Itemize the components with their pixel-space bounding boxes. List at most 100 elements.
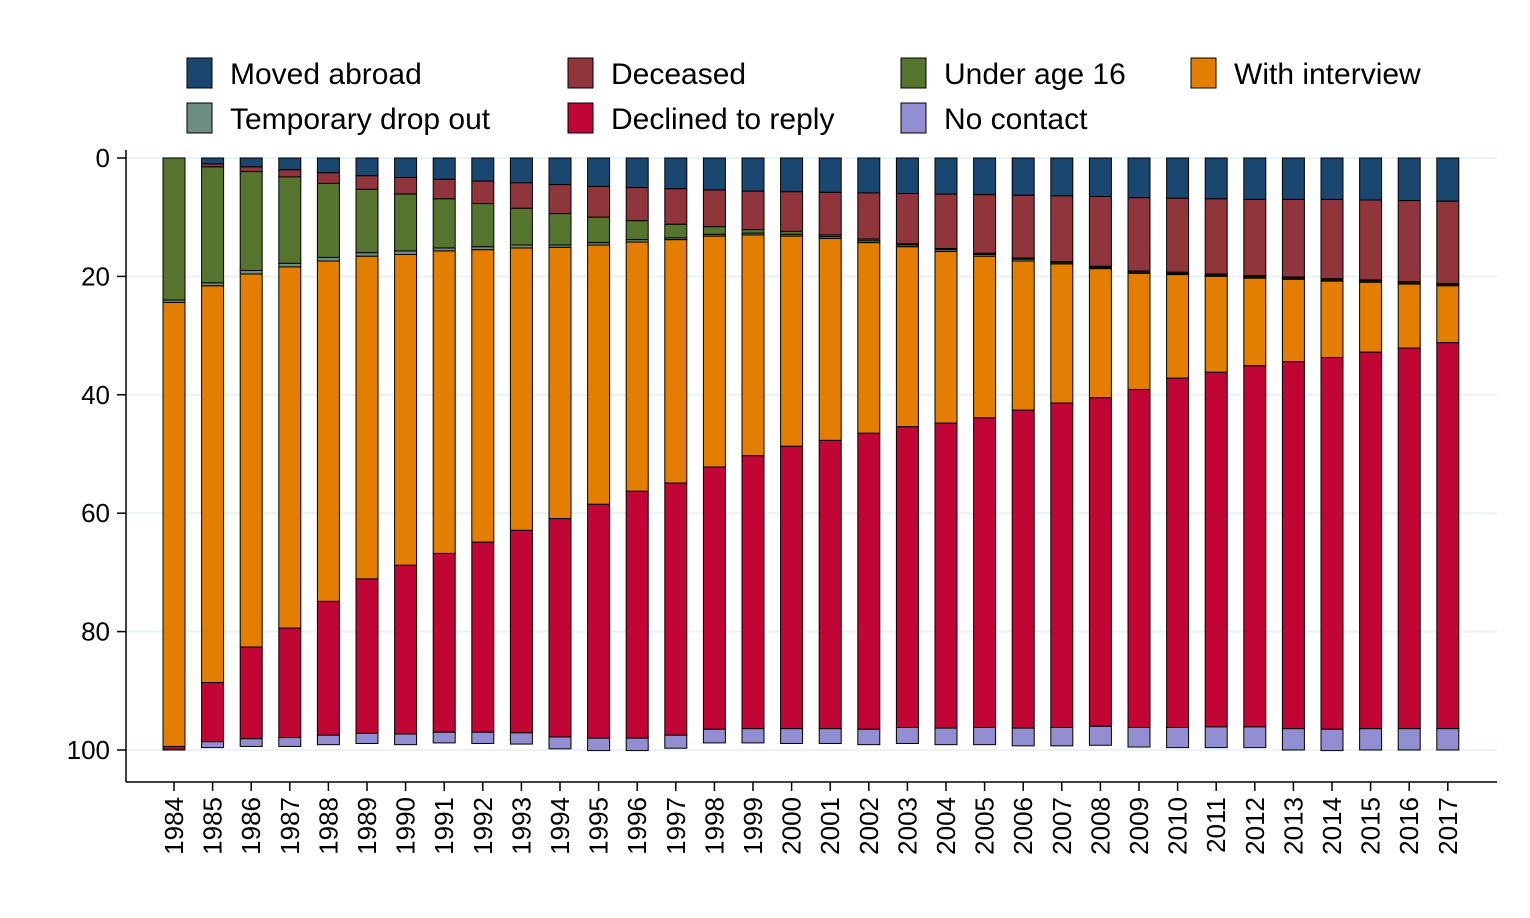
- bar-segment-2012-deceased: [1243, 198, 1267, 277]
- bar-segment-2015-moved-abroad: [1359, 157, 1383, 201]
- bar-segment-2003-with-interview: [895, 246, 919, 428]
- x-tick-label-2010: 2010: [1163, 797, 1193, 855]
- bar-segment-1993-with-interview: [509, 247, 533, 531]
- bar-segment-1994-declined-to-reply: [548, 518, 572, 738]
- bar-segment-2006-no-contact: [1011, 727, 1035, 747]
- bar-segment-1988-with-interview: [316, 260, 340, 602]
- legend-swatch-declined-to-reply: [567, 102, 594, 134]
- bar-segment-1996-under-age-16: [625, 220, 649, 241]
- x-tick-label-1993: 1993: [506, 797, 536, 855]
- legend-swatch-temporary-drop-out: [186, 102, 213, 134]
- bar-segment-1997-deceased: [664, 188, 688, 225]
- bar-segment-2001-moved-abroad: [818, 157, 842, 193]
- bar-segment-1989-no-contact: [355, 732, 379, 744]
- bar-segment-1988-temporary-drop-out: [316, 256, 340, 262]
- bar-segment-1996-no-contact: [625, 737, 649, 752]
- x-tick-label-1999: 1999: [738, 797, 768, 855]
- bar-segment-1991-deceased: [432, 178, 456, 200]
- bar-segment-2000-declined-to-reply: [780, 445, 804, 730]
- legend-label-under-age-16: Under age 16: [944, 58, 1126, 91]
- bar-segment-2005-declined-to-reply: [973, 417, 997, 729]
- bar-segment-1997-no-contact: [664, 734, 688, 749]
- bar-segment-2010-deceased: [1166, 197, 1190, 273]
- bar-segment-2014-no-contact: [1320, 728, 1344, 752]
- bar-segment-2010-with-interview: [1166, 274, 1190, 379]
- x-tick-label-1991: 1991: [429, 797, 459, 855]
- bar-segment-2009-deceased: [1127, 197, 1151, 272]
- bar-segment-1996-deceased: [625, 187, 649, 222]
- y-tick-label-20: 20: [81, 261, 110, 291]
- legend-label-no-contact: No contact: [944, 103, 1088, 136]
- x-tick-label-2009: 2009: [1124, 797, 1154, 855]
- bar-segment-1990-under-age-16: [394, 193, 418, 252]
- bar-segment-1989-under-age-16: [355, 188, 379, 254]
- x-tick-label-2013: 2013: [1278, 797, 1308, 855]
- legend: Moved abroad Deceased Under age 16 With int…: [186, 57, 1421, 136]
- bar-segment-1986-under-age-16: [239, 171, 263, 271]
- x-tick-label-2001: 2001: [815, 797, 845, 855]
- bar-segment-1986-temporary-drop-out: [239, 269, 263, 275]
- bar-segment-1987-moved-abroad: [278, 157, 302, 171]
- bar-segment-2004-deceased: [934, 193, 958, 250]
- bar-segment-1992-moved-abroad: [471, 157, 495, 182]
- bar-segment-2000-moved-abroad: [780, 157, 804, 193]
- legend-label-with-interview: With interview: [1234, 58, 1421, 91]
- bar-segment-2012-moved-abroad: [1243, 157, 1267, 200]
- bar-segment-2003-declined-to-reply: [895, 426, 919, 729]
- bar-segment-2017-no-contact: [1436, 728, 1460, 751]
- bar-segment-2011-deceased: [1204, 198, 1228, 275]
- bar-segment-1994-moved-abroad: [548, 157, 572, 186]
- bar-segment-1993-under-age-16: [509, 207, 533, 246]
- bar-segment-1999-deceased: [741, 190, 765, 231]
- bar-segment-2009-with-interview: [1127, 272, 1151, 390]
- bar-segment-2016-declined-to-reply: [1397, 347, 1421, 730]
- x-tick-label-1989: 1989: [352, 797, 382, 855]
- bar-segment-2013-with-interview: [1281, 278, 1305, 363]
- bar-segment-2009-no-contact: [1127, 727, 1151, 748]
- x-tick-label-1998: 1998: [699, 797, 729, 855]
- bar-segment-2007-declined-to-reply: [1050, 402, 1074, 729]
- bar-segment-2006-declined-to-reply: [1011, 409, 1035, 729]
- bar-segment-2002-moved-abroad: [857, 157, 881, 194]
- bar-segment-2017-declined-to-reply: [1436, 342, 1460, 730]
- bar-segment-1992-no-contact: [471, 731, 495, 744]
- x-tick-label-1986: 1986: [236, 797, 266, 855]
- bar-segment-2010-moved-abroad: [1166, 157, 1190, 199]
- bar-segment-2001-deceased: [818, 191, 842, 236]
- bar-segment-2006-with-interview: [1011, 260, 1035, 411]
- bar-segment-1994-no-contact: [548, 736, 572, 750]
- bar-segment-2009-moved-abroad: [1127, 157, 1151, 199]
- bar-segment-2001-no-contact: [818, 728, 842, 744]
- x-tick-label-1994: 1994: [545, 797, 575, 855]
- bar-segment-1998-no-contact: [702, 728, 726, 744]
- x-tick-label-2014: 2014: [1317, 797, 1347, 855]
- bar-segment-2016-with-interview: [1397, 283, 1421, 349]
- x-tick-label-1984: 1984: [159, 797, 189, 855]
- bar-segment-1986-declined-to-reply: [239, 646, 263, 740]
- bar-segment-2015-with-interview: [1359, 281, 1383, 353]
- bar-segment-1987-under-age-16: [278, 176, 302, 264]
- bar-segment-2012-declined-to-reply: [1243, 365, 1267, 728]
- x-tick-label-2011: 2011: [1201, 797, 1231, 853]
- bar-segment-1990-with-interview: [394, 253, 418, 566]
- bar-segment-2005-moved-abroad: [973, 157, 997, 196]
- bar-segment-1997-moved-abroad: [664, 157, 688, 190]
- bar-segment-2013-moved-abroad: [1281, 157, 1305, 200]
- bar-segment-1992-declined-to-reply: [471, 541, 495, 733]
- bar-segment-2017-deceased: [1436, 200, 1460, 285]
- bar-segment-2013-no-contact: [1281, 728, 1305, 751]
- bar-segment-1987-declined-to-reply: [278, 627, 302, 739]
- y-tick-label-100: 100: [67, 735, 110, 765]
- bar-segment-2002-with-interview: [857, 242, 881, 434]
- bar-segment-1989-deceased: [355, 175, 379, 190]
- bar-segment-2002-deceased: [857, 192, 881, 240]
- y-tick-label-0: 0: [96, 143, 110, 173]
- bar-segment-1987-no-contact: [278, 737, 302, 747]
- bar-segment-2014-moved-abroad: [1320, 157, 1344, 200]
- bar-segment-1985-declined-to-reply: [201, 682, 225, 743]
- bar-segment-2002-declined-to-reply: [857, 432, 881, 730]
- bar-segment-1987-deceased: [278, 169, 302, 178]
- x-tick-label-2004: 2004: [931, 797, 961, 855]
- y-tick-label-60: 60: [81, 498, 110, 528]
